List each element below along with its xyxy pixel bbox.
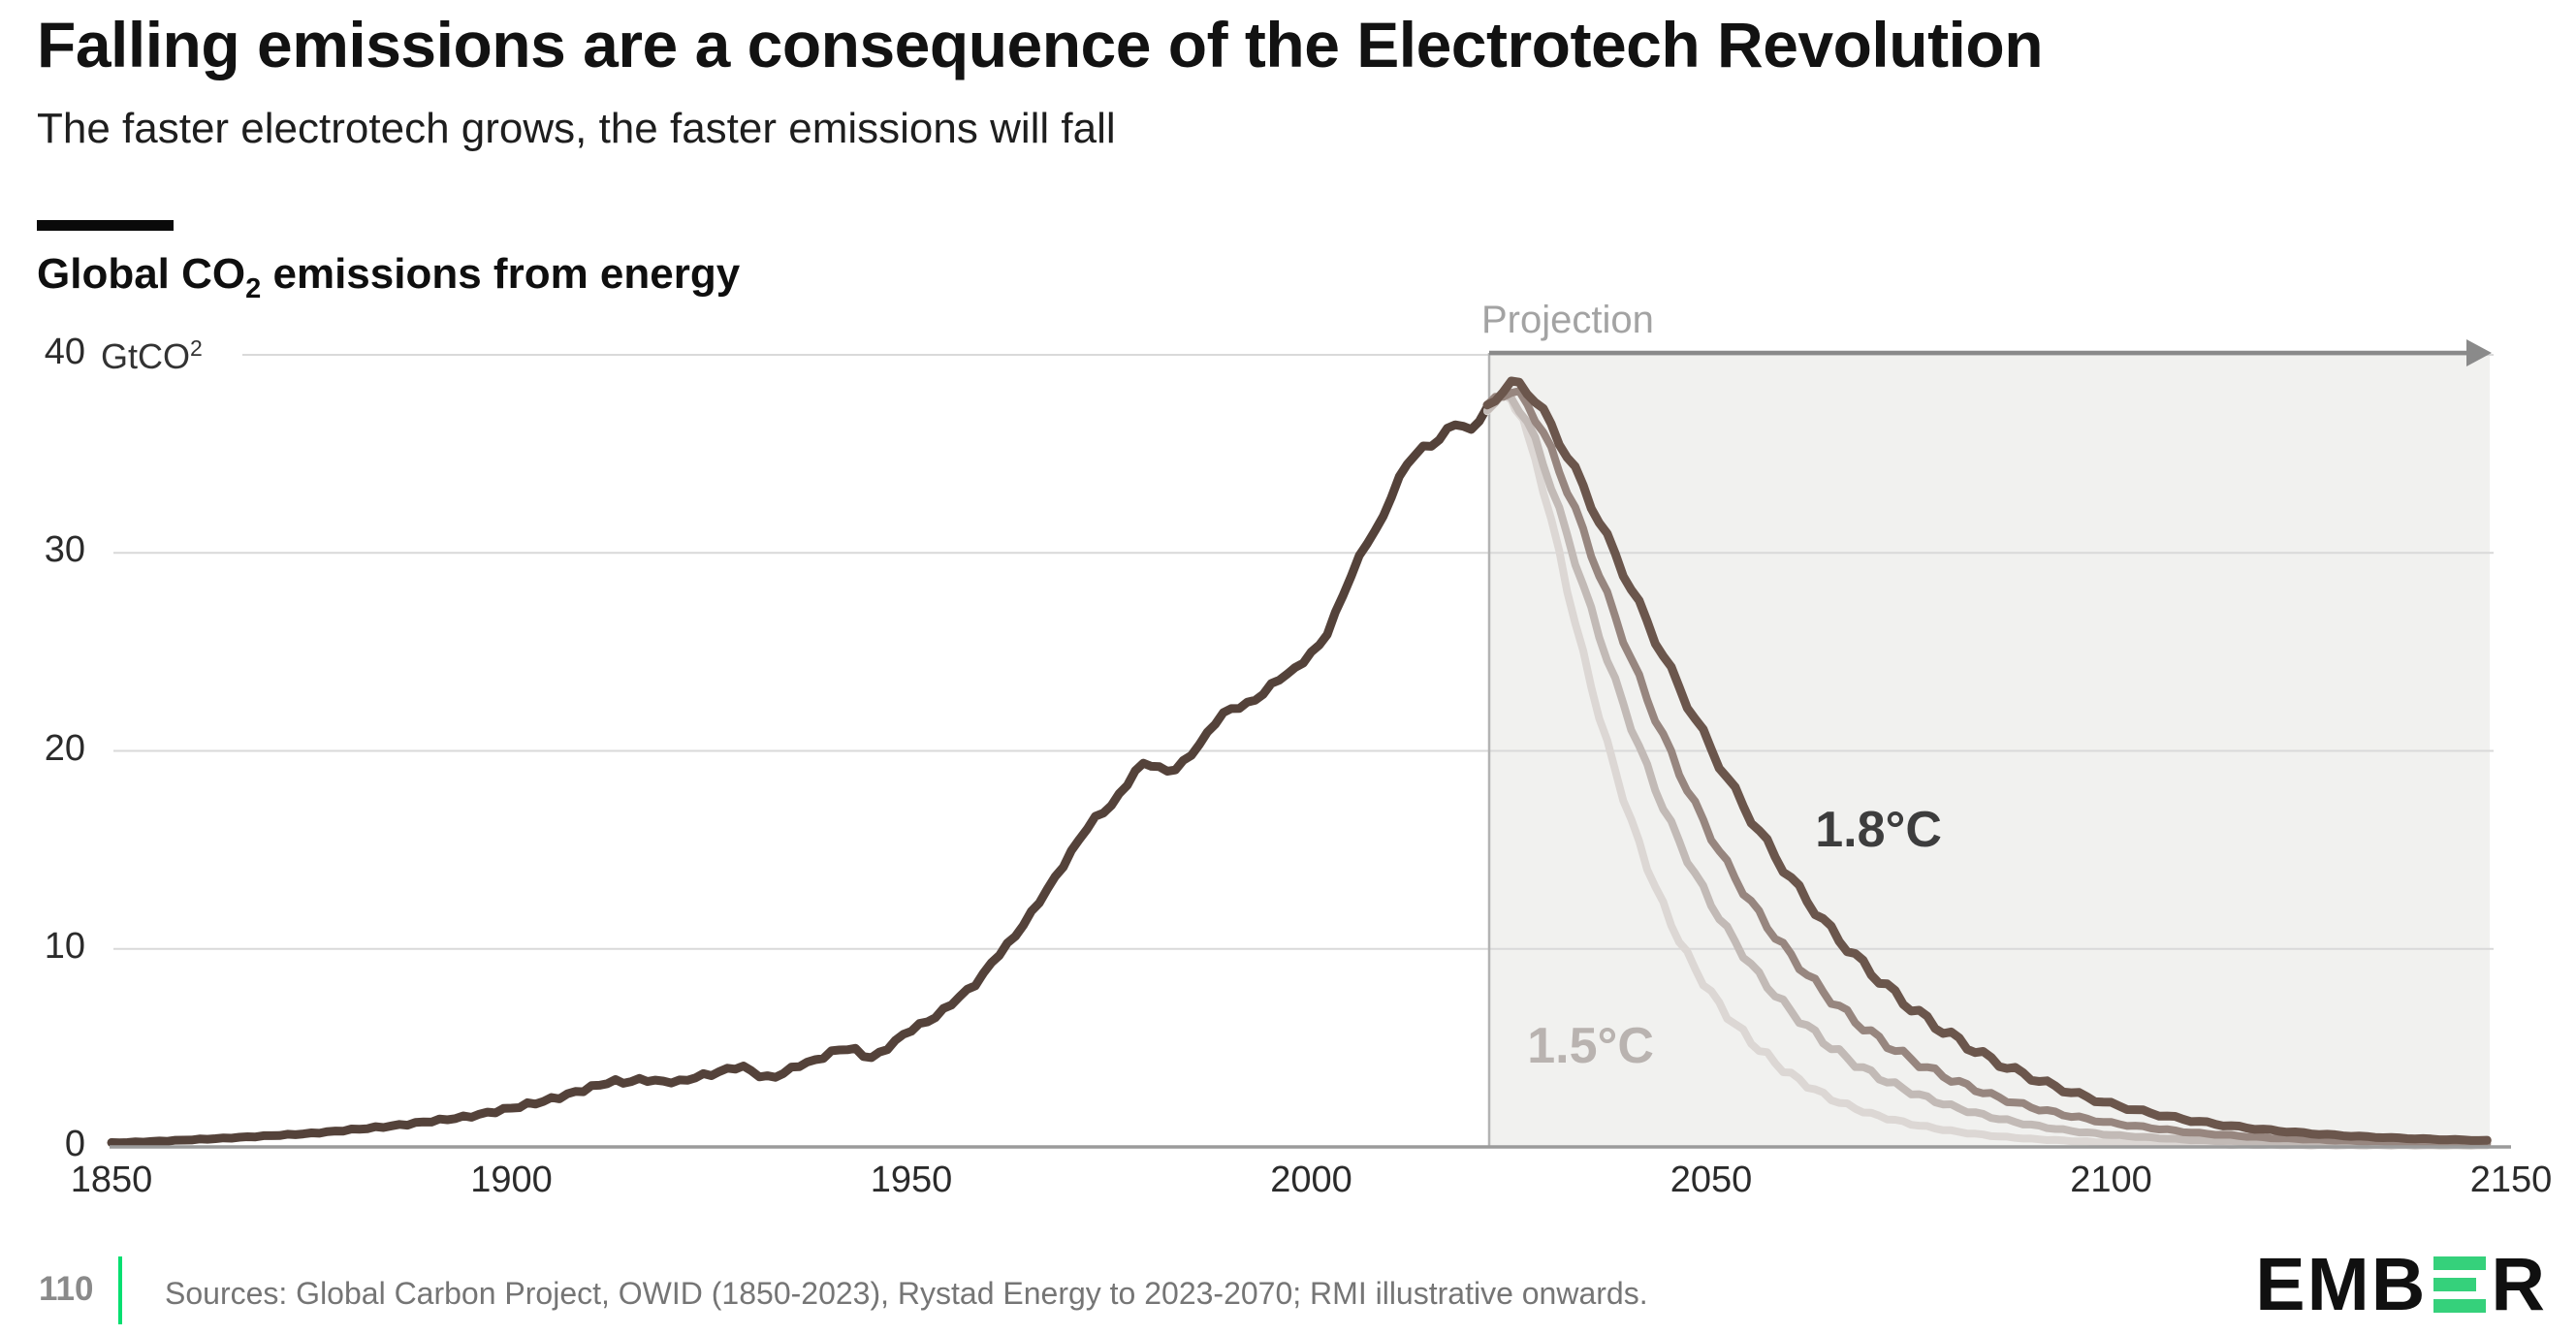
chart-section-label: Global CO2 emissions from energy: [37, 250, 740, 305]
footer-divider: [118, 1256, 122, 1324]
y-tick-label-0: 0: [64, 1124, 85, 1164]
x-tick-label-1900: 1900: [470, 1160, 553, 1200]
page-number: 110: [39, 1270, 94, 1308]
x-tick-label-1850: 1850: [70, 1160, 153, 1200]
projection-label: Projection: [1481, 299, 1654, 341]
x-tick-label-2150: 2150: [2469, 1160, 2553, 1200]
x-tick-label-2050: 2050: [1670, 1160, 1753, 1200]
logo-letter-r: R: [2491, 1243, 2547, 1326]
sources-text: Sources: Global Carbon Project, OWID (18…: [165, 1276, 1648, 1311]
page-title: Falling emissions are a consequence of t…: [37, 9, 2044, 80]
unit-superscript: 2: [190, 335, 203, 361]
y-tick-label-40: 40: [44, 332, 85, 372]
curve-projection-1.8C: [1482, 376, 2492, 1145]
curve-projection-mid-upper: [1483, 387, 2492, 1148]
logo-green-e-icon: [2433, 1256, 2487, 1313]
x-tick-label-2100: 2100: [2070, 1160, 2152, 1200]
y-tick-label-30: 30: [44, 529, 85, 571]
x-tick-label-1950: 1950: [870, 1160, 953, 1200]
accent-bar: [37, 220, 174, 231]
section-label-subscript: 2: [245, 272, 262, 304]
x-tick-label-2000: 2000: [1270, 1160, 1352, 1200]
annotation-1.5°C: 1.5°C: [1527, 1017, 1654, 1074]
y-tick-label-20: 20: [44, 727, 85, 769]
page-subtitle: The faster electrotech grows, the faster…: [37, 105, 1116, 152]
logo-letters-emb: EMB: [2255, 1243, 2428, 1326]
section-label-suffix: emissions from energy: [261, 250, 741, 298]
annotation-1.8°C: 1.8°C: [1815, 802, 1942, 859]
y-tick-label-10: 10: [44, 925, 85, 967]
y-axis-unit-label: GtCO2: [101, 335, 203, 376]
ember-logo: EMB R: [2255, 1243, 2547, 1326]
section-label-prefix: Global CO: [37, 250, 246, 298]
projection-arrowhead-icon: [2466, 339, 2492, 366]
curve-historical: [107, 394, 1500, 1148]
